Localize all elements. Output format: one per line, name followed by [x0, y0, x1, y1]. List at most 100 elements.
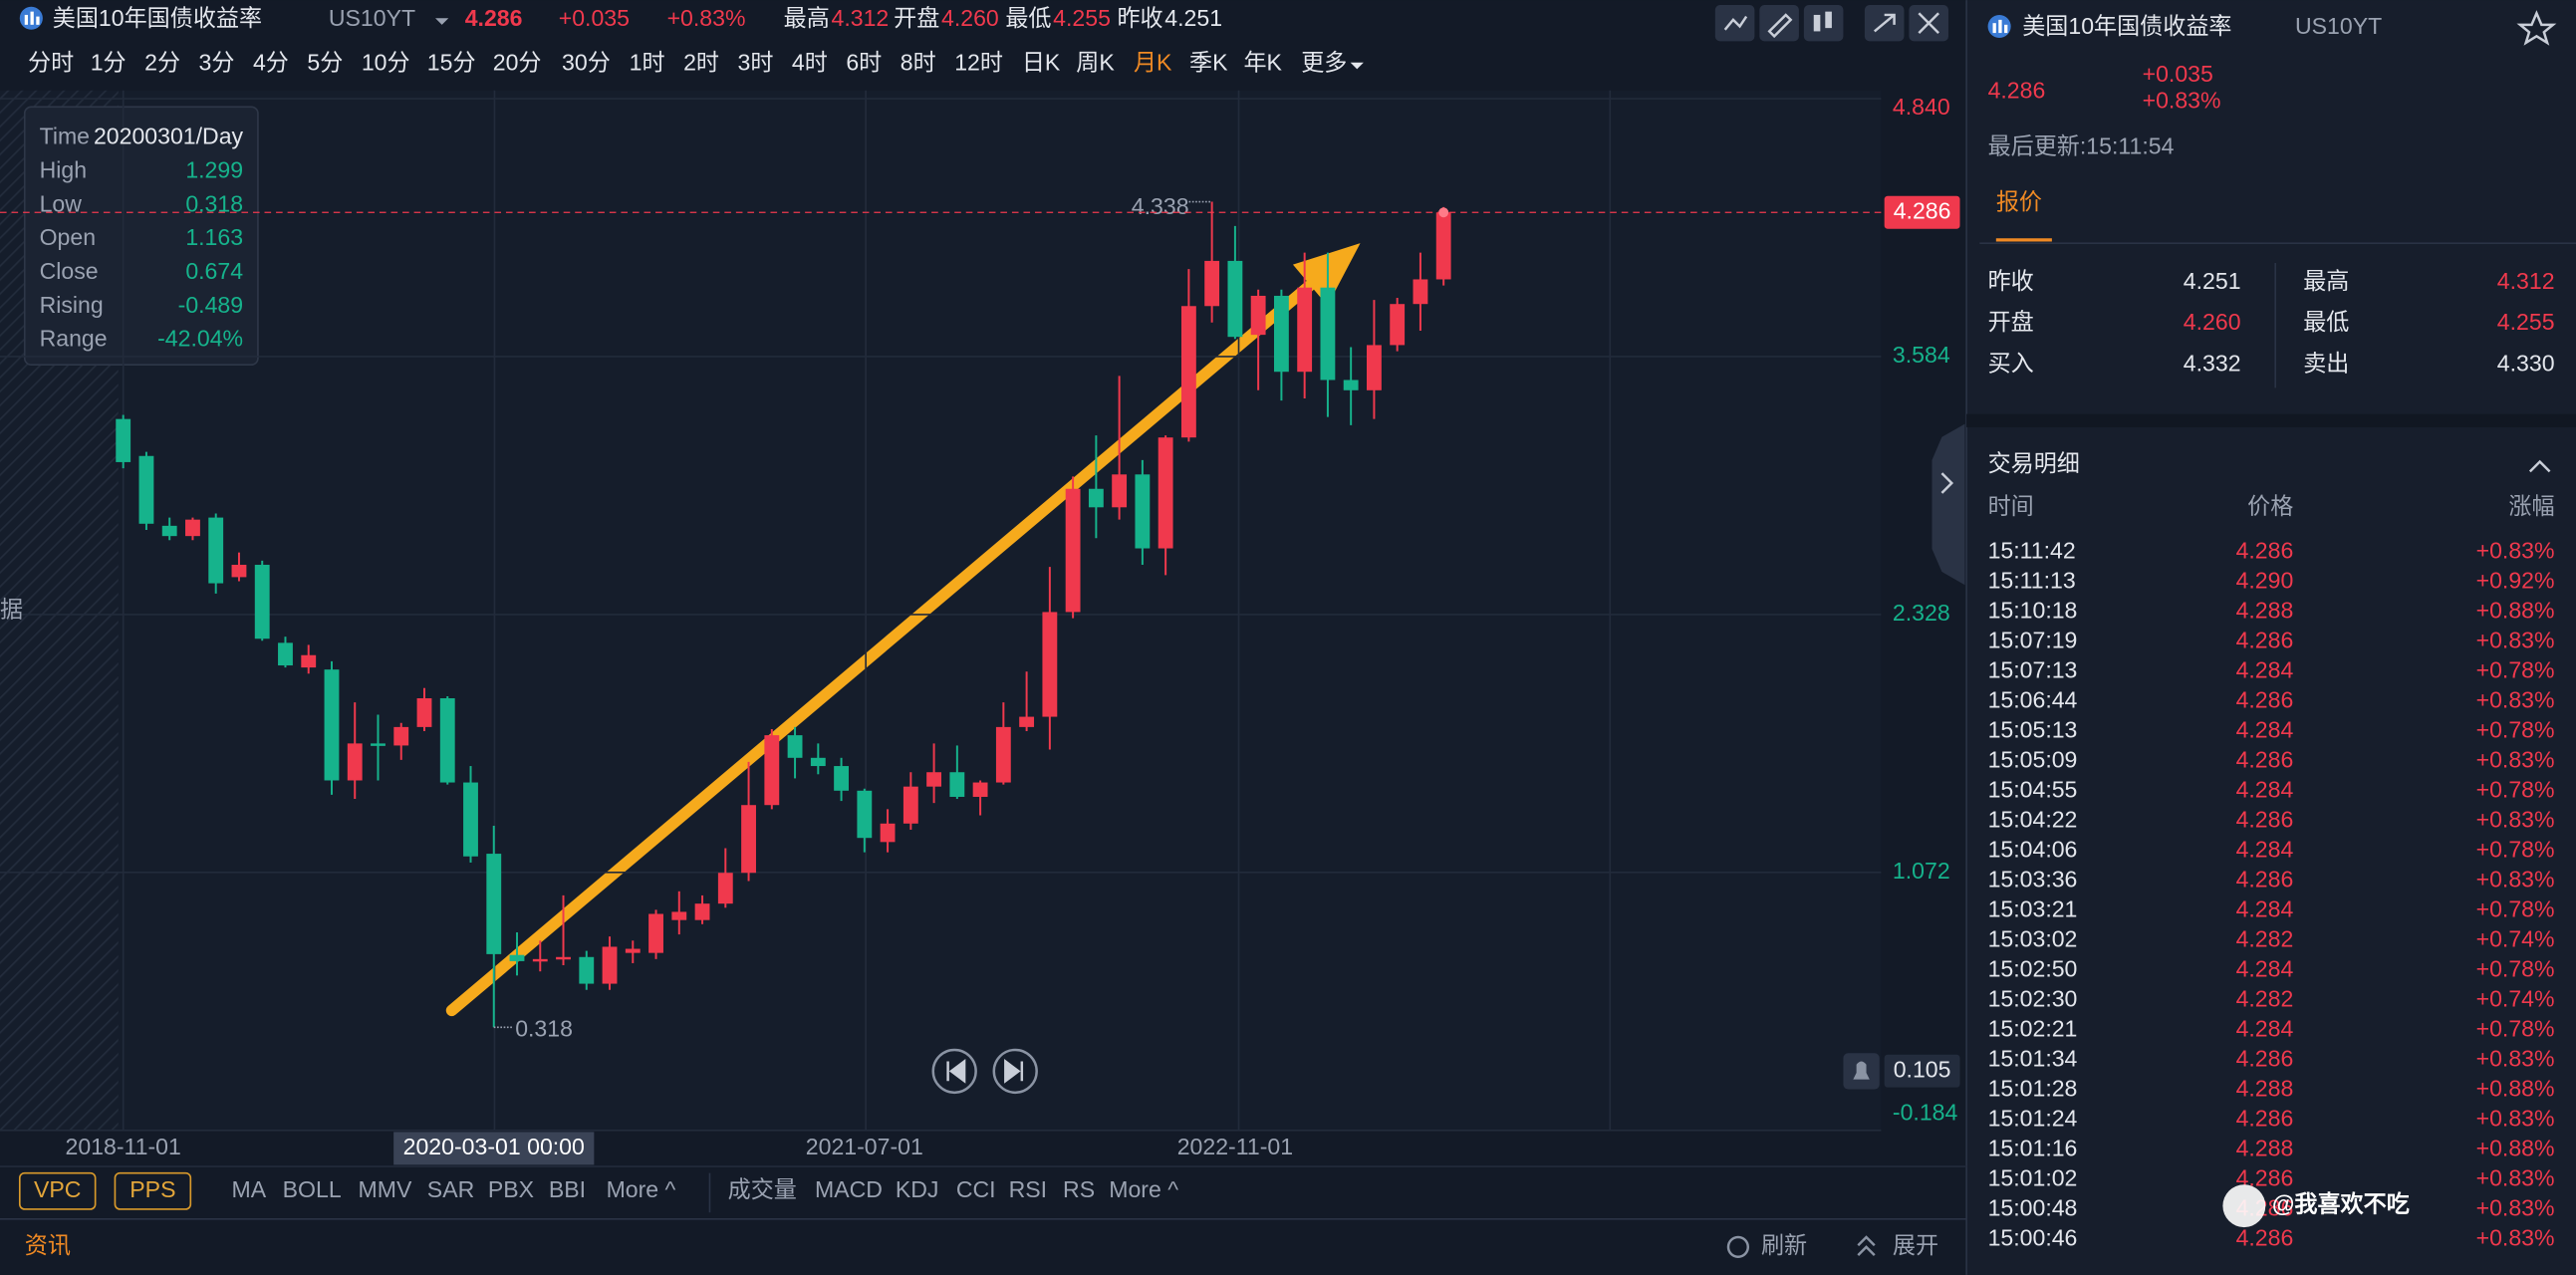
trade-cell: 15:04:22	[1988, 806, 2078, 832]
quote-tab[interactable]: 报价	[1996, 189, 2042, 215]
candle-body	[1297, 287, 1313, 373]
fold-icon[interactable]	[2528, 459, 2551, 473]
trade-cell: +0.78%	[2476, 956, 2555, 982]
timeframe[interactable]: 6时	[846, 50, 882, 76]
x-tick-label: 2022-11-01	[1177, 1134, 1293, 1159]
candle-body	[393, 726, 409, 746]
candle-body	[741, 805, 756, 874]
timeframe[interactable]: 20分	[493, 50, 542, 76]
toolbar-buttons[interactable]	[1714, 5, 1948, 42]
timeframe[interactable]: 年K	[1243, 50, 1282, 76]
timeframe[interactable]: 15分	[427, 50, 476, 76]
indicator-label[interactable]: CCI	[956, 1176, 996, 1202]
expand-button[interactable]: 展开	[1893, 1232, 1938, 1258]
info-box	[23, 106, 259, 367]
indicator-label[interactable]: PPS	[129, 1176, 175, 1202]
timeframe[interactable]: 12时	[954, 50, 1003, 76]
trade-cell: 4.282	[2236, 986, 2294, 1012]
indicator-label[interactable]: BOLL	[283, 1176, 342, 1202]
indicator-button[interactable]	[18, 1171, 97, 1210]
indicator-label[interactable]: KDJ	[896, 1176, 939, 1202]
quote-label: 昨收	[1988, 268, 2034, 294]
trade-cell: 4.284	[2236, 896, 2294, 922]
trade-cell: 4.284	[2236, 1016, 2294, 1042]
playback-controls[interactable]	[931, 1048, 1038, 1095]
title: 美国10年国债收益率	[53, 5, 262, 31]
candle-body	[231, 565, 247, 578]
refresh-icon	[1726, 1235, 1750, 1258]
candle-body	[1366, 345, 1382, 390]
timeframe[interactable]: 月K	[1134, 50, 1172, 76]
favorite-button[interactable]	[2516, 10, 2557, 46]
trade-cell: +0.78%	[2476, 716, 2555, 742]
indicator-label[interactable]: RSI	[1009, 1176, 1047, 1202]
timeframe[interactable]: 4时	[792, 50, 828, 76]
timeframe[interactable]: 30分	[562, 50, 611, 76]
timeframe[interactable]: 4分	[253, 50, 289, 76]
prev-button[interactable]	[931, 1048, 977, 1095]
trade-cell: +0.83%	[2476, 627, 2555, 652]
timeframe[interactable]: 周K	[1076, 50, 1115, 76]
timeframe[interactable]: 2时	[683, 50, 719, 76]
indicator-label[interactable]: RS	[1063, 1176, 1095, 1202]
indicator-label[interactable]: More ^	[1109, 1176, 1178, 1202]
timeframe[interactable]: 1时	[630, 50, 665, 76]
next-button[interactable]	[992, 1048, 1038, 1095]
side-text: 据	[0, 597, 23, 623]
quote-label: 最低	[2303, 309, 2349, 335]
collapse-tab[interactable]	[1932, 423, 1965, 586]
indicator-button[interactable]	[114, 1171, 192, 1210]
timeframe[interactable]: 分时	[28, 50, 74, 76]
news-tab[interactable]: 资讯	[25, 1232, 71, 1258]
timeframe[interactable]: 3分	[199, 50, 235, 76]
candle-body	[347, 743, 363, 781]
indicator-label[interactable]: MACD	[815, 1176, 883, 1202]
trade-cell: +0.74%	[2476, 926, 2555, 952]
timeframe[interactable]: 日K	[1022, 50, 1061, 76]
trade-cell: +0.83%	[2476, 1046, 2555, 1072]
timeframe[interactable]: 季K	[1189, 50, 1228, 76]
candle-body	[371, 743, 386, 746]
candle-body	[717, 873, 733, 904]
indicator-label[interactable]: PBX	[488, 1176, 534, 1202]
trade-cell: 15:10:18	[1988, 597, 2078, 623]
trade-cell: +0.83%	[2476, 746, 2555, 772]
dropdown-icon[interactable]	[435, 18, 449, 25]
timeframe[interactable]: 1分	[91, 50, 127, 76]
trade-cell: 4.284	[2236, 656, 2294, 682]
timeframe[interactable]: 2分	[144, 50, 180, 76]
info-value: 1.163	[185, 224, 243, 250]
timeframe[interactable]: 更多	[1301, 50, 1347, 76]
candle-body	[787, 735, 803, 758]
candle-body	[949, 772, 965, 797]
quote-value: 4.332	[2184, 350, 2241, 376]
refresh-button[interactable]: 刷新	[1761, 1232, 1807, 1258]
cursor-value-label: 0.105	[1894, 1056, 1951, 1082]
indicator-label[interactable]: 成交量	[728, 1176, 797, 1202]
indicator-label[interactable]: BBI	[549, 1176, 586, 1202]
info-value: -42.04%	[157, 326, 243, 352]
candle-body	[1390, 304, 1406, 346]
timeframe[interactable]: 10分	[362, 50, 410, 76]
indicator-label[interactable]: MA	[232, 1176, 267, 1202]
trade-cell: 4.290	[2236, 567, 2294, 593]
indicator-label[interactable]: More ^	[607, 1176, 676, 1202]
candle-body	[278, 642, 293, 666]
indicator-label[interactable]: MMV	[359, 1176, 412, 1202]
indicator-label[interactable]: SAR	[427, 1176, 474, 1202]
candle-body	[1273, 295, 1289, 373]
last-price-label: 4.286	[1894, 197, 1951, 223]
timeframe[interactable]: 5分	[307, 50, 343, 76]
stat-label: 昨收	[1117, 5, 1162, 31]
candle-body	[1204, 260, 1220, 307]
timeframe[interactable]: 8时	[901, 50, 936, 76]
candle-body	[602, 946, 618, 984]
trade-cell: 15:03:21	[1988, 896, 2078, 922]
candle-body	[1180, 306, 1196, 438]
timeframe[interactable]: 3时	[738, 50, 774, 76]
tool-button[interactable]	[1803, 5, 1844, 42]
candle-body	[116, 418, 131, 462]
trade-cell: +0.83%	[2476, 1165, 2555, 1191]
cursor-date-box	[393, 1132, 595, 1165]
indicator-label[interactable]: VPC	[34, 1176, 81, 1202]
